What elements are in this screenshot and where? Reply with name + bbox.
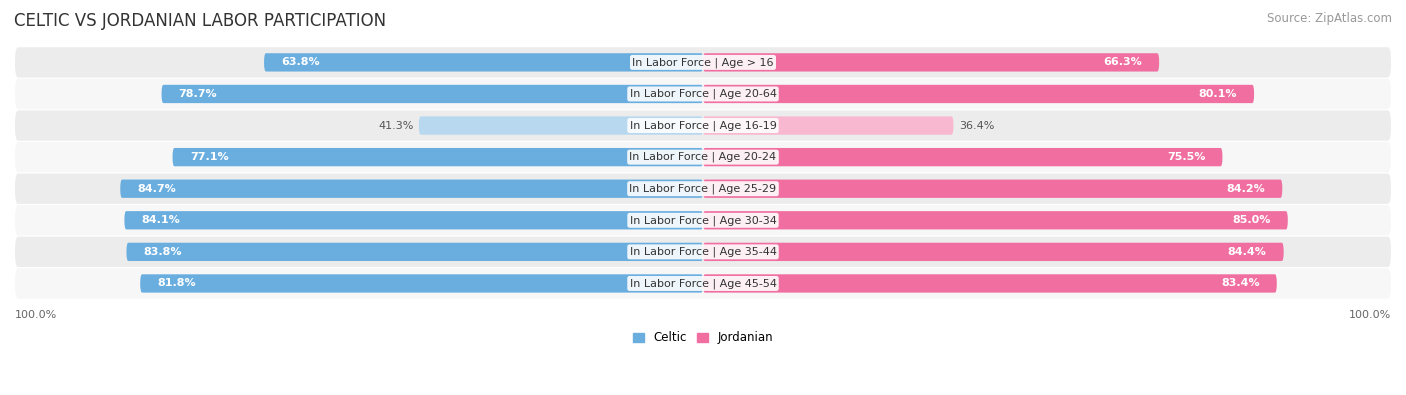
FancyBboxPatch shape (15, 173, 1391, 204)
FancyBboxPatch shape (15, 47, 1391, 77)
FancyBboxPatch shape (703, 117, 953, 135)
Text: Source: ZipAtlas.com: Source: ZipAtlas.com (1267, 12, 1392, 25)
FancyBboxPatch shape (127, 243, 703, 261)
FancyBboxPatch shape (703, 211, 1288, 229)
FancyBboxPatch shape (15, 205, 1391, 235)
Text: 83.8%: 83.8% (143, 247, 183, 257)
FancyBboxPatch shape (15, 237, 1391, 267)
Text: In Labor Force | Age 45-54: In Labor Force | Age 45-54 (630, 278, 776, 289)
Text: 77.1%: 77.1% (190, 152, 228, 162)
FancyBboxPatch shape (162, 85, 703, 103)
FancyBboxPatch shape (121, 180, 703, 198)
FancyBboxPatch shape (15, 268, 1391, 299)
FancyBboxPatch shape (419, 117, 703, 135)
Text: 66.3%: 66.3% (1104, 57, 1142, 68)
Text: In Labor Force | Age 25-29: In Labor Force | Age 25-29 (630, 183, 776, 194)
Legend: Celtic, Jordanian: Celtic, Jordanian (628, 327, 778, 349)
Text: CELTIC VS JORDANIAN LABOR PARTICIPATION: CELTIC VS JORDANIAN LABOR PARTICIPATION (14, 12, 387, 30)
FancyBboxPatch shape (703, 53, 1159, 71)
Text: 36.4%: 36.4% (959, 120, 994, 131)
Text: 85.0%: 85.0% (1232, 215, 1271, 225)
FancyBboxPatch shape (703, 274, 1277, 293)
Text: 78.7%: 78.7% (179, 89, 218, 99)
Text: In Labor Force | Age > 16: In Labor Force | Age > 16 (633, 57, 773, 68)
FancyBboxPatch shape (124, 211, 703, 229)
Text: 81.8%: 81.8% (157, 278, 195, 288)
Text: In Labor Force | Age 16-19: In Labor Force | Age 16-19 (630, 120, 776, 131)
Text: 100.0%: 100.0% (15, 310, 58, 320)
Text: In Labor Force | Age 20-24: In Labor Force | Age 20-24 (630, 152, 776, 162)
Text: 84.2%: 84.2% (1226, 184, 1265, 194)
Text: 80.1%: 80.1% (1198, 89, 1237, 99)
Text: In Labor Force | Age 35-44: In Labor Force | Age 35-44 (630, 246, 776, 257)
Text: In Labor Force | Age 20-64: In Labor Force | Age 20-64 (630, 89, 776, 99)
Text: 75.5%: 75.5% (1167, 152, 1205, 162)
FancyBboxPatch shape (703, 148, 1222, 166)
FancyBboxPatch shape (703, 243, 1284, 261)
Text: 41.3%: 41.3% (378, 120, 413, 131)
FancyBboxPatch shape (15, 79, 1391, 109)
FancyBboxPatch shape (15, 142, 1391, 172)
FancyBboxPatch shape (173, 148, 703, 166)
FancyBboxPatch shape (264, 53, 703, 71)
FancyBboxPatch shape (703, 180, 1282, 198)
FancyBboxPatch shape (141, 274, 703, 293)
Text: 83.4%: 83.4% (1220, 278, 1260, 288)
Text: 100.0%: 100.0% (1348, 310, 1391, 320)
Text: 84.7%: 84.7% (138, 184, 176, 194)
Text: 84.4%: 84.4% (1227, 247, 1267, 257)
FancyBboxPatch shape (703, 85, 1254, 103)
FancyBboxPatch shape (15, 110, 1391, 141)
Text: In Labor Force | Age 30-34: In Labor Force | Age 30-34 (630, 215, 776, 226)
Text: 63.8%: 63.8% (281, 57, 321, 68)
Text: 84.1%: 84.1% (142, 215, 180, 225)
